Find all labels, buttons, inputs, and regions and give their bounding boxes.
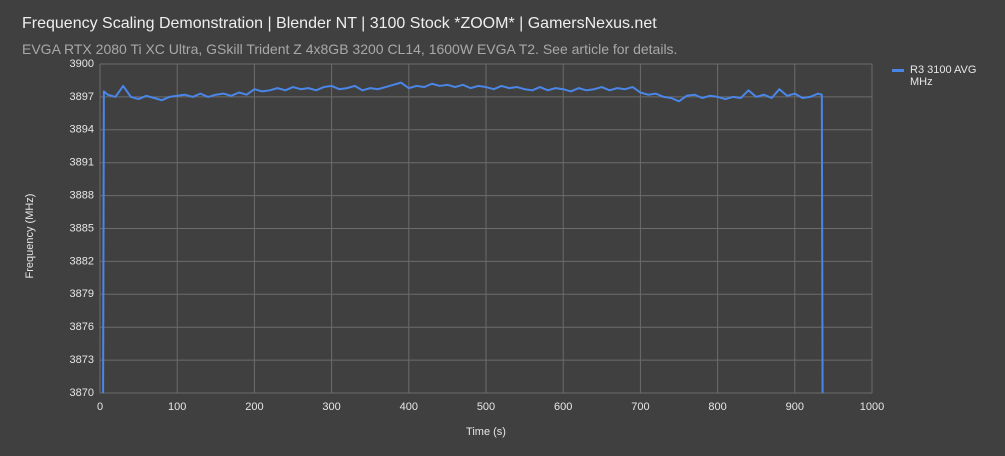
x-tick-label: 100 xyxy=(168,401,186,413)
y-tick-label: 3891 xyxy=(70,157,94,169)
x-tick-label: 200 xyxy=(245,401,263,413)
x-tick-label: 0 xyxy=(97,401,103,413)
x-tick-label: 800 xyxy=(708,401,726,413)
x-tick-label: 300 xyxy=(322,401,340,413)
x-tick-label: 500 xyxy=(477,401,495,413)
line-series xyxy=(102,81,824,394)
legend: R3 3100 AVG MHz xyxy=(892,64,992,88)
chart-title: Frequency Scaling Demonstration | Blende… xyxy=(22,15,657,32)
x-tick-label: 700 xyxy=(631,401,649,413)
x-tick-label: 900 xyxy=(786,401,804,413)
y-tick-label: 3885 xyxy=(70,222,94,234)
x-tick-label: 600 xyxy=(554,401,572,413)
y-tick-label: 3897 xyxy=(70,91,94,103)
y-tick-label: 3873 xyxy=(70,354,94,366)
legend-label: R3 3100 AVG MHz xyxy=(910,64,977,88)
y-tick-label: 3900 xyxy=(70,58,94,70)
x-tick-label: 400 xyxy=(400,401,418,413)
chart-subtitle: EVGA RTX 2080 Ti XC Ultra, GSkill Triden… xyxy=(22,41,678,57)
y-tick-label: 3870 xyxy=(70,387,94,399)
y-axis-label: Frequency (MHz) xyxy=(24,194,36,279)
legend-swatch xyxy=(892,69,904,72)
y-tick-label: 3888 xyxy=(70,190,94,202)
y-tick-label: 3894 xyxy=(70,124,94,136)
y-tick-label: 3876 xyxy=(70,321,94,333)
x-tick-label: 1000 xyxy=(860,401,884,413)
y-tick-label: 3879 xyxy=(70,288,94,300)
x-axis-label: Time (s) xyxy=(466,426,506,438)
y-tick-label: 3882 xyxy=(70,255,94,267)
